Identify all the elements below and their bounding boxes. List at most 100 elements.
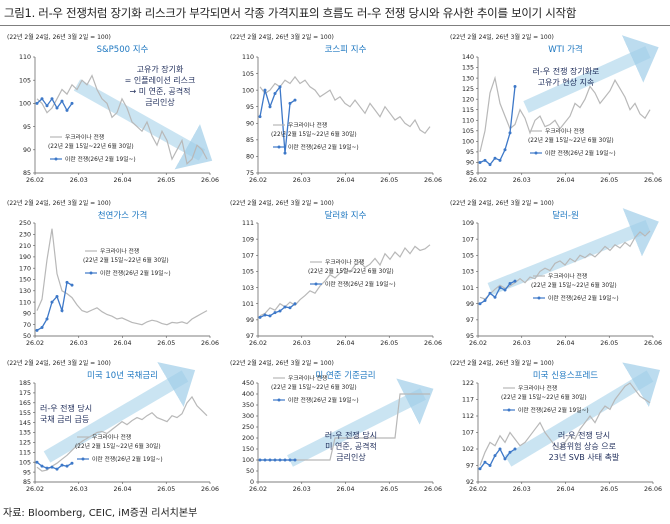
iran-war-point xyxy=(258,315,262,319)
y-tick-label: 115 xyxy=(19,450,31,457)
iran-war-point xyxy=(498,286,502,290)
chart-title: 미국 10년 국채금리 xyxy=(87,370,158,381)
x-tick-label: 26.06 xyxy=(201,486,219,493)
y-tick-label: 90 xyxy=(466,160,474,167)
iran-war-point xyxy=(65,108,69,112)
base-date-note: (22년 2월 24일, 26년 3월 2일 = 100) xyxy=(230,359,334,367)
legend-ukraine-period: (22년 2월 15일~22년 6월 30일) xyxy=(531,281,617,289)
x-tick-label: 26.06 xyxy=(644,340,662,347)
ukraine-war-line xyxy=(259,244,431,317)
annotation-text: = 인플레이션 리스크 xyxy=(125,75,196,85)
legend-iran-label: 이란 전쟁(26년 2월 19일~) xyxy=(548,294,619,302)
iran-war-point xyxy=(35,101,39,105)
y-tick-label: 111 xyxy=(242,220,254,227)
iran-war-point xyxy=(283,305,287,309)
y-tick-label: 70 xyxy=(23,322,31,329)
iran-war-point xyxy=(278,309,282,313)
iran-war-point xyxy=(508,131,512,135)
legend-iran-label: 이란 전쟁(26년 2월 19일~) xyxy=(65,155,136,163)
ukraine-war-line xyxy=(479,382,651,466)
y-tick-label: 101 xyxy=(462,285,474,292)
chart-panel: (22년 2월 24일, 26년 3월 2일 = 100) 미 연준 기준금리 0 5… xyxy=(230,359,442,493)
x-tick-label: 26.02 xyxy=(26,340,44,347)
x-tick-label: 26.05 xyxy=(380,177,398,184)
legend-ukraine-period: (22년 2월 15일~22년 6월 30일) xyxy=(528,136,614,144)
y-tick-label: 400 xyxy=(242,391,254,398)
y-tick-label: 100 xyxy=(462,139,474,146)
iran-war-point xyxy=(293,458,297,462)
iran-war-point xyxy=(60,309,64,313)
annotation-text: 금리인상 xyxy=(145,97,175,107)
y-tick-label: 90 xyxy=(246,120,254,127)
y-tick-label: 85 xyxy=(246,137,254,144)
y-tick-label: 150 xyxy=(19,277,31,284)
iran-war-point xyxy=(293,302,297,306)
iran-war-point xyxy=(258,458,262,462)
chart-panel: (22년 2월 24일, 26년 3월 2일 = 100) 미국 10년 국채금리… xyxy=(7,359,219,493)
y-tick-label: 102 xyxy=(462,446,474,453)
y-tick-label: 165 xyxy=(19,400,31,407)
iran-war-point xyxy=(483,460,487,464)
x-tick-label: 26.06 xyxy=(644,486,662,493)
y-tick-label: 117 xyxy=(462,397,474,404)
y-tick-label: 110 xyxy=(462,117,474,124)
annotation-text: 미 연준, 공격적 xyxy=(325,441,377,451)
legend-ukraine-period: (22년 2월 15일~22년 6월 30일) xyxy=(271,130,357,138)
legend-ukraine-label: 우크라이나 전쟁 xyxy=(518,384,557,392)
y-tick-label: 135 xyxy=(19,430,31,437)
iran-war-point xyxy=(65,464,69,468)
y-tick-label: 230 xyxy=(19,232,31,239)
ukraine-war-line xyxy=(479,75,651,153)
figure-title: 그림1. 러-우 전쟁처럼 장기화 리스크가 부각되면서 각종 가격지표의 흐름… xyxy=(4,6,577,20)
x-tick-label: 26.02 xyxy=(26,177,44,184)
y-tick-label: 97 xyxy=(466,463,474,470)
y-tick-label: 250 xyxy=(19,220,31,227)
x-tick-label: 26.04 xyxy=(556,340,574,347)
y-tick-label: 50 xyxy=(246,468,254,475)
legend-iran-marker xyxy=(54,157,58,161)
x-tick-label: 26.04 xyxy=(113,340,131,347)
y-tick-label: 105 xyxy=(462,128,474,135)
annotation-text: 러-우 전쟁 당시 xyxy=(40,403,92,413)
y-tick-label: 190 xyxy=(19,254,31,261)
y-tick-label: 112 xyxy=(462,413,474,420)
legend-ukraine-label: 우크라이나 전쟁 xyxy=(92,433,131,441)
y-tick-label: 155 xyxy=(19,410,31,417)
y-tick-label: 122 xyxy=(462,380,474,387)
x-tick-label: 26.03 xyxy=(70,177,88,184)
legend-iran-label: 이란 전쟁(26년 2월 19일~) xyxy=(545,149,616,157)
y-tick-label: 99 xyxy=(246,317,254,324)
y-tick-label: 85 xyxy=(466,170,474,177)
x-tick-label: 26.05 xyxy=(157,340,175,347)
chart-title: 달러화 지수 xyxy=(325,210,367,221)
iran-war-point xyxy=(263,458,267,462)
x-tick-label: 26.04 xyxy=(336,177,354,184)
iran-war-point xyxy=(70,283,74,287)
x-tick-label: 26.06 xyxy=(644,177,662,184)
y-tick-label: 107 xyxy=(242,252,254,259)
iran-war-point xyxy=(503,288,507,292)
x-tick-label: 26.03 xyxy=(513,340,531,347)
iran-war-point xyxy=(498,447,502,451)
iran-war-point xyxy=(258,115,262,119)
legend-ukraine-period: (22년 2월 15일~22년 6월 30일) xyxy=(308,267,394,275)
y-tick-label: 110 xyxy=(19,299,31,306)
y-tick-label: 97 xyxy=(466,317,474,324)
chart-panel: (22년 2월 24일, 26년 3월 2일 = 100) 미국 신용스프레드 92… xyxy=(450,359,662,493)
x-tick-label: 26.04 xyxy=(113,486,131,493)
legend-ukraine-period: (22년 2월 15일~22년 6월 30일) xyxy=(501,393,587,401)
x-tick-label: 26.02 xyxy=(469,177,487,184)
y-tick-label: 109 xyxy=(462,220,474,227)
y-tick-label: 95 xyxy=(23,469,31,476)
base-date-note: (22년 2월 24일, 26년 3월 2일 = 100) xyxy=(7,199,111,207)
trend-arrow xyxy=(504,362,661,467)
iran-war-point xyxy=(508,282,512,286)
y-tick-label: 210 xyxy=(19,243,31,250)
annotation-text: 금리인상 xyxy=(336,452,366,462)
y-tick-label: 140 xyxy=(462,54,474,61)
chart-title: S&P500 지수 xyxy=(97,45,149,55)
y-tick-label: 105 xyxy=(19,77,31,84)
iran-war-point xyxy=(483,158,487,162)
legend-ukraine-label: 우크라이나 전쟁 xyxy=(65,133,104,141)
x-tick-label: 26.04 xyxy=(556,486,574,493)
